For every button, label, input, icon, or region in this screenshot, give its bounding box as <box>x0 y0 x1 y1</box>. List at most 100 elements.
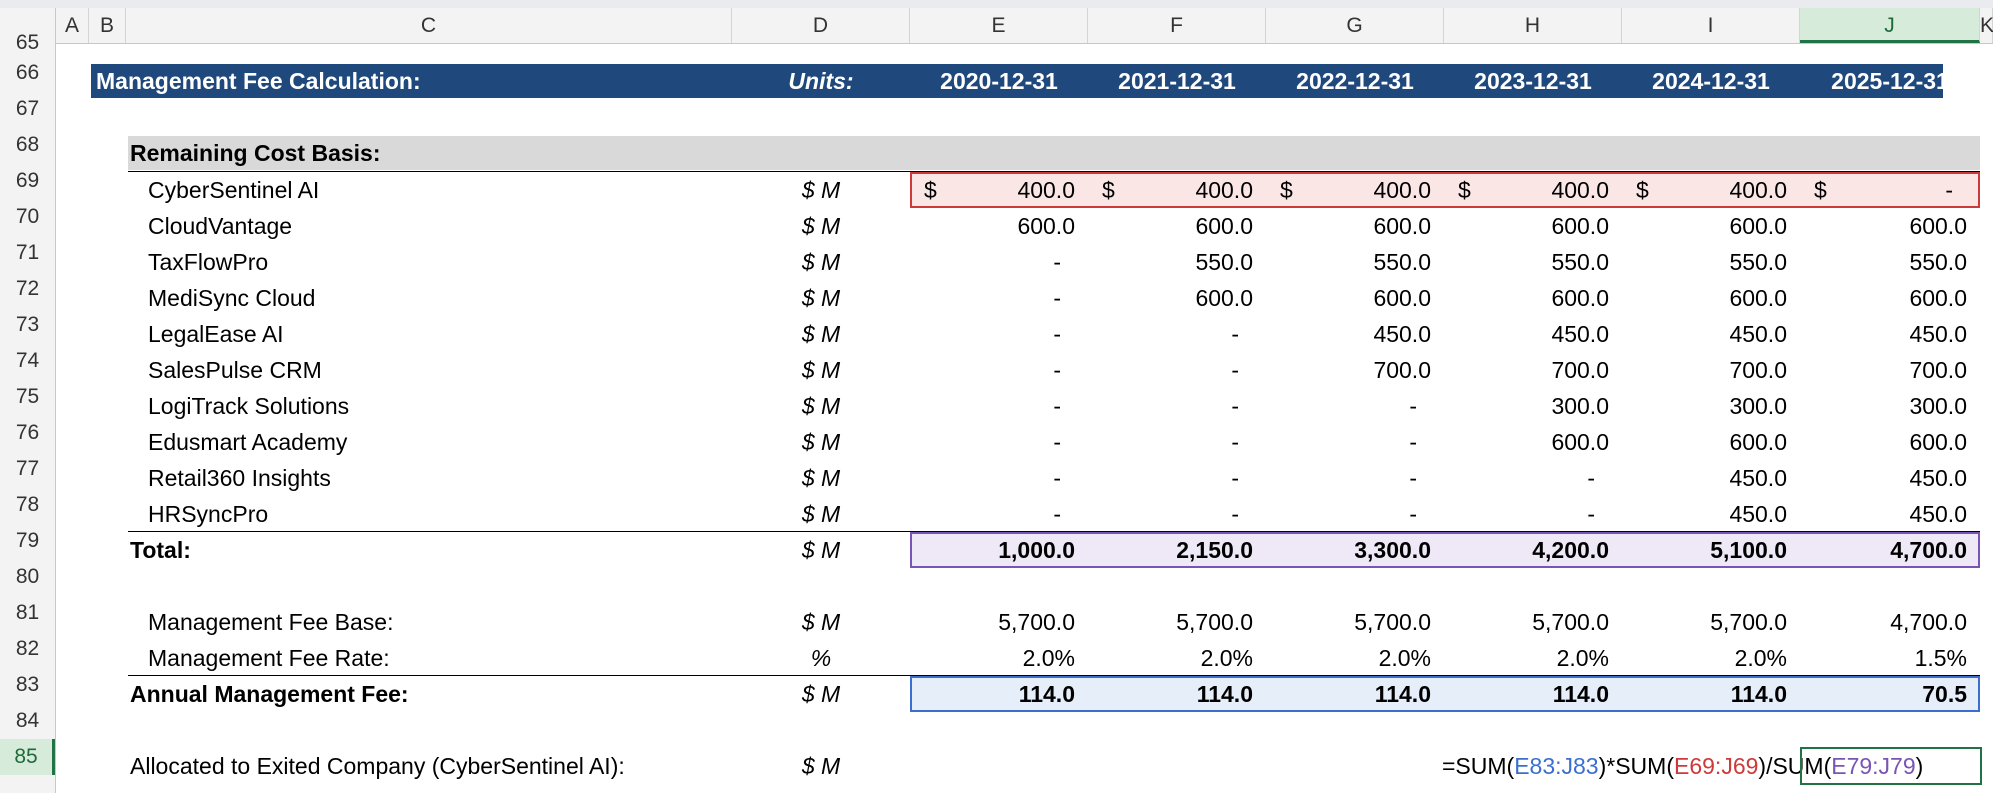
company-name-cloudvantage[interactable]: CloudVantage <box>148 213 293 239</box>
allocated-unit[interactable]: $ M <box>801 753 841 779</box>
company-value-logitrack-solutions-h[interactable]: 300.0 <box>1551 393 1609 419</box>
company-name-taxflowpro[interactable]: TaxFlowPro <box>148 249 269 275</box>
row-header-67[interactable]: 67 <box>15 97 40 120</box>
company-value-cloudvantage-i[interactable]: 600.0 <box>1729 213 1787 239</box>
total-value-h[interactable]: 4,200.0 <box>1532 537 1609 563</box>
column-header-g[interactable]: G <box>1266 8 1444 43</box>
fee-rate-value-e[interactable]: 2.0% <box>1022 645 1075 671</box>
company-value-logitrack-solutions-j[interactable]: 300.0 <box>1909 393 1967 419</box>
units-header[interactable]: Units: <box>788 68 854 94</box>
company-value-retail360-insights-e[interactable]: - <box>1053 465 1061 491</box>
fee-rate-value-j[interactable]: 1.5% <box>1914 645 1967 671</box>
fee-rate-unit[interactable]: % <box>810 645 832 671</box>
row-header-73[interactable]: 73 <box>15 313 40 336</box>
company-value-cybersentinel-ai-h[interactable]: 400.0 <box>1551 177 1609 203</box>
annual-fee-value-f[interactable]: 114.0 <box>1196 681 1253 707</box>
row-header-81[interactable]: 81 <box>15 601 40 624</box>
fee-base-value-e[interactable]: 5,700.0 <box>998 609 1075 635</box>
company-value-logitrack-solutions-f[interactable]: - <box>1231 393 1239 419</box>
company-value-medisync-cloud-h[interactable]: 600.0 <box>1551 285 1609 311</box>
fee-base-value-h[interactable]: 5,700.0 <box>1532 609 1609 635</box>
row-header-79[interactable]: 79 <box>15 529 40 552</box>
total-unit[interactable]: $ M <box>801 537 841 563</box>
company-value-salespulse-crm-h[interactable]: 700.0 <box>1551 357 1609 383</box>
row-header-65[interactable]: 65 <box>15 31 40 54</box>
company-value-cloudvantage-h[interactable]: 600.0 <box>1551 213 1609 239</box>
fee-base-value-f[interactable]: 5,700.0 <box>1176 609 1253 635</box>
company-unit-edusmart-academy[interactable]: $ M <box>801 429 841 455</box>
company-value-retail360-insights-h[interactable]: - <box>1587 465 1595 491</box>
company-value-hrsyncpro-h[interactable]: - <box>1587 501 1595 527</box>
company-value-hrsyncpro-e[interactable]: - <box>1053 501 1061 527</box>
fee-rate-value-g[interactable]: 2.0% <box>1378 645 1431 671</box>
column-header-d[interactable]: D <box>732 8 910 43</box>
company-unit-hrsyncpro[interactable]: $ M <box>801 501 841 527</box>
row-header-69[interactable]: 69 <box>15 169 40 192</box>
row-header-68[interactable]: 68 <box>15 133 40 156</box>
row-header-80[interactable]: 80 <box>15 565 40 588</box>
company-value-logitrack-solutions-g[interactable]: - <box>1409 393 1417 419</box>
company-value-legalease-ai-i[interactable]: 450.0 <box>1729 321 1787 347</box>
fee-base-value-g[interactable]: 5,700.0 <box>1354 609 1431 635</box>
column-header-h[interactable]: H <box>1444 8 1622 43</box>
company-unit-taxflowpro[interactable]: $ M <box>801 249 841 275</box>
total-label[interactable]: Total: <box>130 537 191 563</box>
company-value-hrsyncpro-g[interactable]: - <box>1409 501 1417 527</box>
active-cell-j85[interactable] <box>1800 747 1982 785</box>
annual-fee-value-j[interactable]: 70.5 <box>1922 681 1967 707</box>
company-value-taxflowpro-h[interactable]: 550.0 <box>1551 249 1609 275</box>
company-value-retail360-insights-i[interactable]: 450.0 <box>1729 465 1787 491</box>
date-header-h[interactable]: 2023-12-31 <box>1474 68 1592 94</box>
row-header-74[interactable]: 74 <box>15 349 40 372</box>
company-value-cybersentinel-ai-j[interactable]: - <box>1945 177 1953 203</box>
company-value-cloudvantage-e[interactable]: 600.0 <box>1017 213 1075 239</box>
date-header-j[interactable]: 2025-12-31 <box>1831 68 1949 94</box>
company-value-salespulse-crm-e[interactable]: - <box>1053 357 1061 383</box>
company-value-medisync-cloud-e[interactable]: - <box>1053 285 1061 311</box>
company-value-legalease-ai-g[interactable]: 450.0 <box>1373 321 1431 347</box>
row-header-84[interactable]: 84 <box>15 709 40 732</box>
company-name-medisync-cloud[interactable]: MediSync Cloud <box>148 285 316 311</box>
fee-base-unit[interactable]: $ M <box>801 609 841 635</box>
company-value-cloudvantage-j[interactable]: 600.0 <box>1909 213 1967 239</box>
company-value-legalease-ai-j[interactable]: 450.0 <box>1909 321 1967 347</box>
company-unit-salespulse-crm[interactable]: $ M <box>801 357 841 383</box>
row-header-75[interactable]: 75 <box>15 385 40 408</box>
company-value-edusmart-academy-i[interactable]: 600.0 <box>1729 429 1787 455</box>
company-value-hrsyncpro-j[interactable]: 450.0 <box>1909 501 1967 527</box>
company-value-medisync-cloud-j[interactable]: 600.0 <box>1909 285 1967 311</box>
company-name-retail360-insights[interactable]: Retail360 Insights <box>148 465 331 491</box>
company-value-edusmart-academy-j[interactable]: 600.0 <box>1909 429 1967 455</box>
date-header-f[interactable]: 2021-12-31 <box>1118 68 1236 94</box>
allocated-label[interactable]: Allocated to Exited Company (CyberSentin… <box>130 753 625 779</box>
select-all-corner[interactable] <box>0 8 56 43</box>
column-header-f[interactable]: F <box>1088 8 1266 43</box>
company-value-edusmart-academy-g[interactable]: - <box>1409 429 1417 455</box>
fee-base-value-j[interactable]: 4,700.0 <box>1890 609 1967 635</box>
company-value-cybersentinel-ai-f[interactable]: 400.0 <box>1195 177 1253 203</box>
company-value-cybersentinel-ai-i[interactable]: 400.0 <box>1729 177 1787 203</box>
company-value-legalease-ai-e[interactable]: - <box>1053 321 1061 347</box>
section-title[interactable]: Management Fee Calculation: <box>96 68 421 94</box>
company-value-cybersentinel-ai-e[interactable]: 400.0 <box>1017 177 1075 203</box>
company-value-taxflowpro-i[interactable]: 550.0 <box>1729 249 1787 275</box>
company-value-logitrack-solutions-e[interactable]: - <box>1053 393 1061 419</box>
column-header-k[interactable]: K <box>1980 8 1993 43</box>
column-header-a[interactable]: A <box>56 8 89 43</box>
total-value-i[interactable]: 5,100.0 <box>1710 537 1787 563</box>
company-name-cybersentinel-ai[interactable]: CyberSentinel AI <box>148 177 320 203</box>
company-value-edusmart-academy-e[interactable]: - <box>1053 429 1061 455</box>
date-header-g[interactable]: 2022-12-31 <box>1296 68 1414 94</box>
company-name-legalease-ai[interactable]: LegalEase AI <box>148 321 284 347</box>
row-header-77[interactable]: 77 <box>15 457 40 480</box>
company-unit-medisync-cloud[interactable]: $ M <box>801 285 841 311</box>
annual-fee-value-h[interactable]: 114.0 <box>1552 681 1609 707</box>
company-value-cybersentinel-ai-g[interactable]: 400.0 <box>1373 177 1431 203</box>
fee-base-label[interactable]: Management Fee Base: <box>148 609 394 635</box>
total-value-e[interactable]: 1,000.0 <box>998 537 1075 563</box>
fee-rate-value-h[interactable]: 2.0% <box>1556 645 1609 671</box>
cost-basis-title[interactable]: Remaining Cost Basis: <box>130 140 381 166</box>
company-value-taxflowpro-g[interactable]: 550.0 <box>1373 249 1431 275</box>
company-value-hrsyncpro-i[interactable]: 450.0 <box>1729 501 1787 527</box>
formula-in-cell[interactable]: =SUM(E83:J83)*SUM(E69:J69)/SUM(E79:J79) <box>1442 748 1962 784</box>
